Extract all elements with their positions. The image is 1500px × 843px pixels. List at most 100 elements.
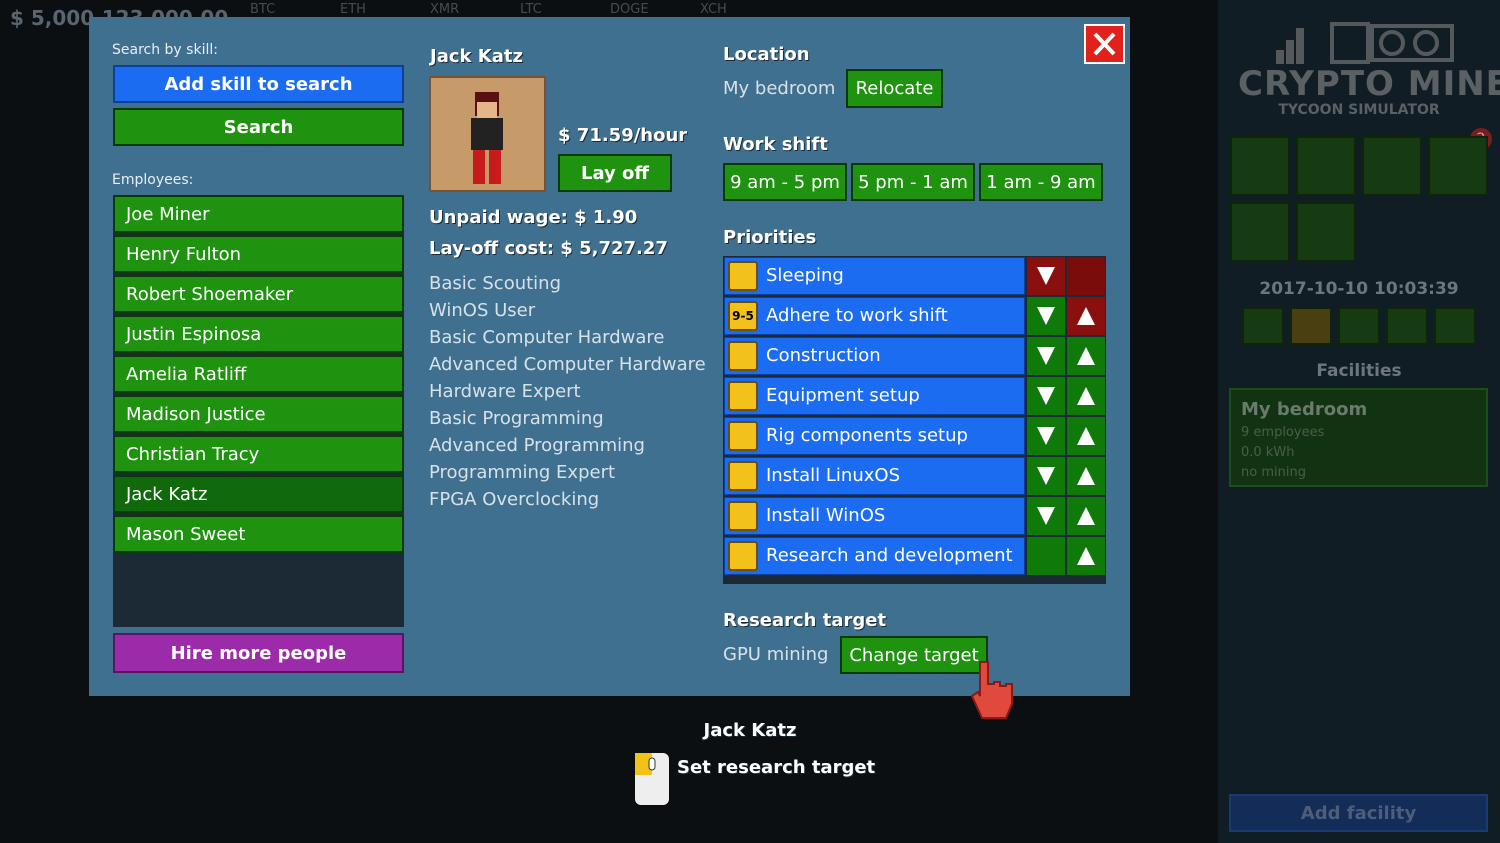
- priority-row[interactable]: Install LinuxOS: [724, 457, 1025, 495]
- hire-button[interactable]: Hire more people: [113, 633, 404, 673]
- priority-down-button[interactable]: [1027, 377, 1065, 415]
- priority-down-button[interactable]: [1027, 417, 1065, 455]
- priority-icon: [728, 421, 758, 451]
- menu-button[interactable]: [1362, 136, 1422, 196]
- lay-off-button[interactable]: Lay off: [558, 154, 672, 192]
- priority-row[interactable]: 9-5 Adhere to work shift: [724, 297, 1025, 335]
- employee-item[interactable]: Robert Shoemaker: [113, 275, 404, 313]
- employee-name-item: Henry Fulton: [126, 244, 242, 265]
- employee-item[interactable]: Jack Katz: [113, 475, 404, 513]
- add-skill-label: Add skill to search: [164, 73, 353, 95]
- relocate-button[interactable]: Relocate: [846, 69, 943, 108]
- priority-row[interactable]: Rig components setup: [724, 417, 1025, 455]
- tooltip-title: Jack Katz: [703, 720, 797, 741]
- arrow-icon: [1037, 507, 1055, 525]
- priority-label: Install WinOS: [766, 505, 886, 526]
- priority-down-button[interactable]: [1027, 337, 1065, 375]
- employee-item[interactable]: Joe Miner: [113, 195, 404, 233]
- priority-down-button[interactable]: [1027, 457, 1065, 495]
- priority-icon: [728, 261, 758, 291]
- priority-down-button[interactable]: [1027, 297, 1065, 335]
- research-title: Research target: [723, 610, 887, 631]
- ticker: XMR: [430, 2, 460, 17]
- priority-up-button[interactable]: [1067, 537, 1105, 575]
- facility-status: no mining: [1241, 465, 1306, 480]
- priority-up-button[interactable]: [1067, 497, 1105, 535]
- facility-name: My bedroom: [1241, 399, 1368, 420]
- menu-button[interactable]: [1296, 202, 1356, 262]
- priority-label: Install LinuxOS: [766, 465, 900, 486]
- employee-item[interactable]: Justin Espinosa: [113, 315, 404, 353]
- speed-button[interactable]: [1290, 307, 1332, 345]
- priority-row[interactable]: Equipment setup: [724, 377, 1025, 415]
- priority-up-button[interactable]: [1067, 457, 1105, 495]
- priority-up-button[interactable]: [1067, 417, 1105, 455]
- skill: FPGA Overclocking: [429, 489, 600, 510]
- priority-row[interactable]: Research and development: [724, 537, 1025, 575]
- employee-name-item: Joe Miner: [126, 204, 210, 225]
- portrait-art: [471, 92, 503, 184]
- close-button[interactable]: [1084, 24, 1125, 64]
- add-skill-button[interactable]: Add skill to search: [113, 65, 404, 103]
- facilities-title: Facilities: [1316, 361, 1402, 381]
- employee-item[interactable]: Christian Tracy: [113, 435, 404, 473]
- speed-button[interactable]: [1242, 307, 1284, 345]
- shift-label: 5 pm - 1 am: [858, 171, 968, 193]
- menu-button[interactable]: [1296, 136, 1356, 196]
- employee-item[interactable]: Mason Sweet: [113, 515, 404, 553]
- employee-name-item: Mason Sweet: [126, 524, 246, 545]
- priority-up-button[interactable]: [1067, 297, 1105, 335]
- shift-button[interactable]: 5 pm - 1 am: [851, 163, 975, 201]
- priority-down-button[interactable]: [1027, 497, 1065, 535]
- ticker: LTC: [520, 2, 542, 17]
- shift-button[interactable]: 1 am - 9 am: [979, 163, 1103, 201]
- ticker: DOGE: [610, 2, 649, 17]
- priority-row[interactable]: Install WinOS: [724, 497, 1025, 535]
- sidebar: CRYPTO MINER TYCOON SIMULATOR 2 2017-10-…: [1218, 0, 1500, 843]
- speed-button[interactable]: [1386, 307, 1428, 345]
- employee-list: Joe Miner Henry Fulton Robert Shoemaker Jus…: [113, 195, 404, 627]
- change-target-label: Change target: [849, 644, 979, 666]
- priority-down-button[interactable]: [1027, 257, 1065, 295]
- employee-item[interactable]: Henry Fulton: [113, 235, 404, 273]
- menu-button[interactable]: [1230, 136, 1290, 196]
- arrow-icon: [1077, 427, 1095, 445]
- priority-row[interactable]: Sleeping: [724, 257, 1025, 295]
- facility-power: 0.0 kWh: [1241, 445, 1295, 460]
- priority-label: Research and development: [766, 545, 1013, 566]
- add-facility-button[interactable]: Add facility: [1229, 794, 1488, 832]
- employee-name-item: Madison Justice: [126, 404, 266, 425]
- priority-up-button[interactable]: [1067, 337, 1105, 375]
- speed-button[interactable]: [1434, 307, 1476, 345]
- arrow-icon: [1077, 507, 1095, 525]
- priorities-table: Sleeping 9-5 Adhere to work shift Construct…: [723, 256, 1106, 584]
- facility-card[interactable]: My bedroom 9 employees 0.0 kWh no mining: [1229, 388, 1488, 487]
- menu-button[interactable]: [1230, 202, 1290, 262]
- priority-up-button[interactable]: [1067, 377, 1105, 415]
- arrow-icon: [1077, 347, 1095, 365]
- location-title: Location: [723, 44, 810, 65]
- relocate-label: Relocate: [855, 78, 934, 99]
- employee-item[interactable]: Madison Justice: [113, 395, 404, 433]
- employee-dialog: Search by skill: Add skill to search Sea…: [89, 17, 1130, 696]
- arrow-icon: [1037, 387, 1055, 405]
- priority-label: Construction: [766, 345, 881, 366]
- priority-row[interactable]: Construction: [724, 337, 1025, 375]
- hand-cursor: [970, 661, 1013, 719]
- add-facility-label: Add facility: [1300, 803, 1417, 824]
- menu-button[interactable]: [1428, 136, 1488, 196]
- change-target-button[interactable]: Change target: [840, 636, 988, 674]
- skill: Advanced Computer Hardware: [429, 354, 706, 375]
- logo-icons: [1276, 22, 1454, 64]
- lay-off-cost: Lay-off cost: $ 5,727.27: [429, 238, 668, 259]
- arrow-icon: [1037, 307, 1055, 325]
- skill: Programming Expert: [429, 462, 616, 483]
- speed-button[interactable]: [1338, 307, 1380, 345]
- logo-subtitle: TYCOON SIMULATOR: [1278, 102, 1440, 118]
- search-button[interactable]: Search: [113, 108, 404, 146]
- shift-button[interactable]: 9 am - 5 pm: [723, 163, 847, 201]
- priority-label: Equipment setup: [766, 385, 920, 406]
- unpaid-wage: Unpaid wage: $ 1.90: [429, 207, 638, 228]
- employee-item[interactable]: Amelia Ratliff: [113, 355, 404, 393]
